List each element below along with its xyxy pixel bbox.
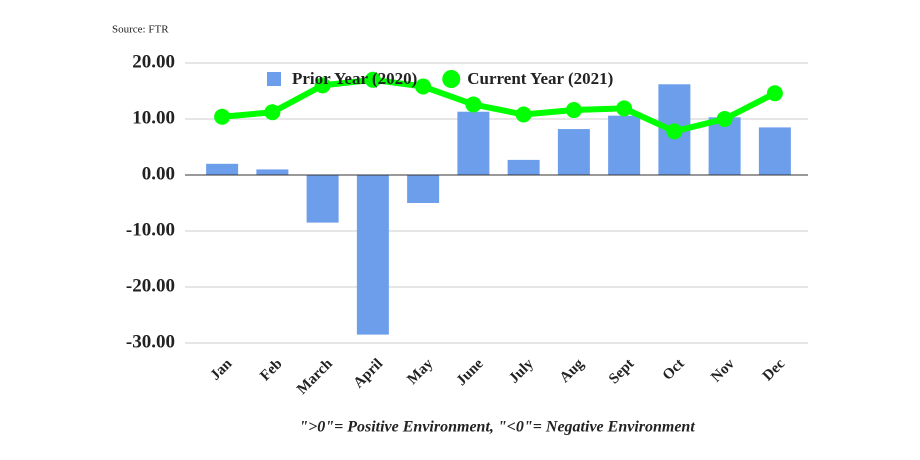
legend-swatch [442,70,461,88]
legend-label: Prior Year (2020) [292,69,417,88]
bar [758,127,791,175]
bar [256,169,289,175]
x-tick-label: Dec [760,356,789,385]
x-tick-label: Oct [660,356,688,384]
point [616,100,633,117]
point [766,85,783,102]
point [565,102,582,119]
y-tick-label: 20.00 [132,51,175,72]
legend-label: Current Year (2021) [467,69,613,88]
bar [457,111,490,175]
footnote: ">0"= Positive Environment, "<0"= Negati… [299,419,695,436]
x-tick-label: Sept [606,356,637,387]
bar [557,129,590,175]
point [364,71,381,88]
y-tick-label: -10.00 [126,219,175,240]
bar [306,175,339,223]
x-tick-label: Feb [257,356,285,384]
x-tick-label: April [351,356,386,391]
point [515,106,532,123]
point [314,77,331,94]
x-tick-label: Nov [708,356,738,386]
bar [608,115,641,175]
bar [356,175,389,335]
point [214,108,231,125]
line [221,76,777,135]
point [264,104,281,121]
x-tick-label: July [506,356,537,387]
y-tick-label: -30.00 [126,331,175,352]
x-tick-label: March [294,355,336,397]
bar [206,163,239,175]
x-tick-label: Aug [557,356,588,387]
y-tick-label: 0.00 [142,163,175,184]
bar [407,175,440,203]
y-tick-label: 10.00 [132,107,175,128]
x-tick-label: Jan [208,355,236,383]
source: Source: FTR [112,24,169,36]
point [716,111,733,127]
y-tick-label: -20.00 [126,275,175,296]
x-tick-label: May [404,356,436,388]
point [666,123,683,140]
legend-swatch [267,72,281,86]
x-tick-label: June [454,356,487,389]
bar [507,159,540,175]
point [415,78,432,95]
point [465,96,482,113]
